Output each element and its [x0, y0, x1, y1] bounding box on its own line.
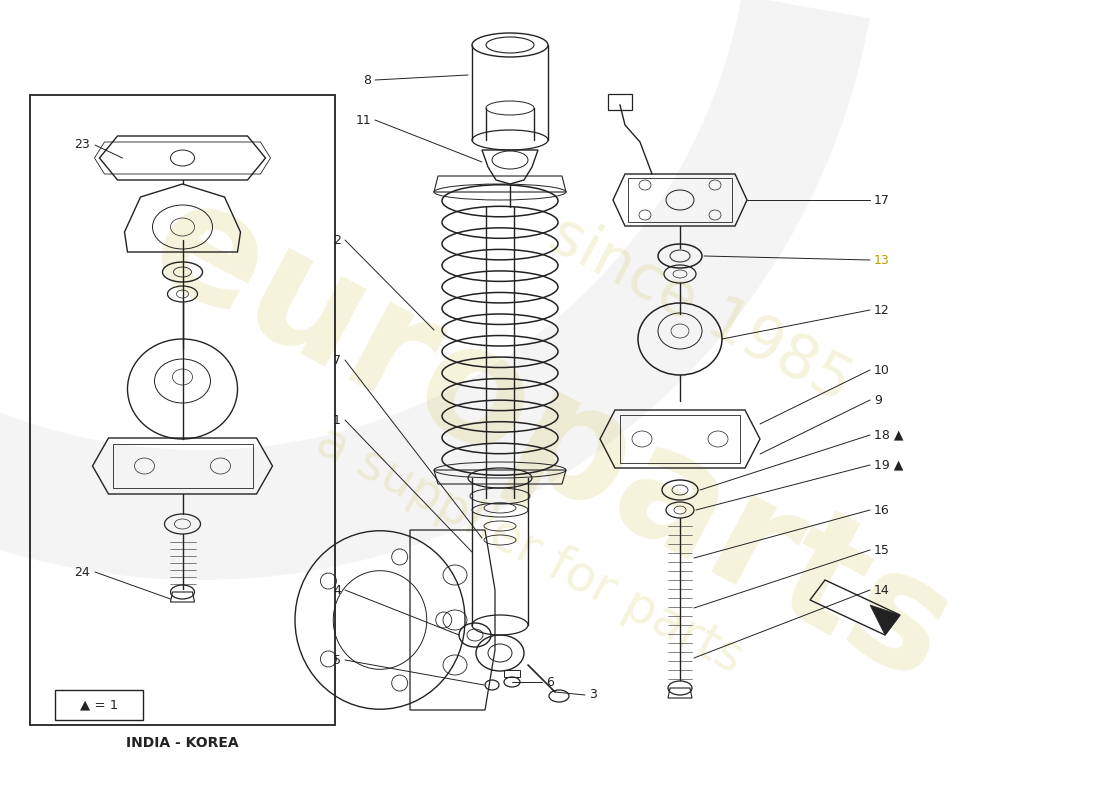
Text: 15: 15 — [874, 543, 890, 557]
Text: 4: 4 — [333, 583, 341, 597]
Bar — [620, 415, 740, 463]
Text: 7: 7 — [333, 354, 341, 366]
Text: a supplier for parts: a supplier for parts — [308, 417, 751, 683]
Text: 24: 24 — [75, 566, 90, 578]
Text: 13: 13 — [874, 254, 890, 266]
Text: 18 ▲: 18 ▲ — [874, 429, 903, 442]
Text: 8: 8 — [363, 74, 371, 86]
Text: 19 ▲: 19 ▲ — [874, 458, 903, 471]
Text: 2: 2 — [333, 234, 341, 246]
Text: 1: 1 — [333, 414, 341, 426]
Text: 17: 17 — [874, 194, 890, 206]
Text: 10: 10 — [874, 363, 890, 377]
Bar — [608, 94, 632, 110]
Text: INDIA - KOREA: INDIA - KOREA — [126, 736, 239, 750]
Text: 5: 5 — [333, 654, 341, 666]
Text: 9: 9 — [874, 394, 882, 406]
Bar — [30, 95, 335, 725]
Text: 16: 16 — [874, 503, 890, 517]
Text: 23: 23 — [75, 138, 90, 151]
Text: 6: 6 — [546, 675, 554, 689]
Text: 11: 11 — [355, 114, 371, 126]
Text: 12: 12 — [874, 303, 890, 317]
Bar — [628, 178, 732, 222]
Text: since 1985: since 1985 — [539, 206, 861, 414]
Text: europarts: europarts — [124, 164, 976, 716]
Bar — [55, 690, 143, 720]
Polygon shape — [870, 605, 900, 635]
Text: ▲ = 1: ▲ = 1 — [80, 698, 118, 711]
Bar — [112, 444, 253, 488]
Polygon shape — [0, 0, 870, 580]
Text: 14: 14 — [874, 583, 890, 597]
Text: 3: 3 — [588, 689, 597, 702]
